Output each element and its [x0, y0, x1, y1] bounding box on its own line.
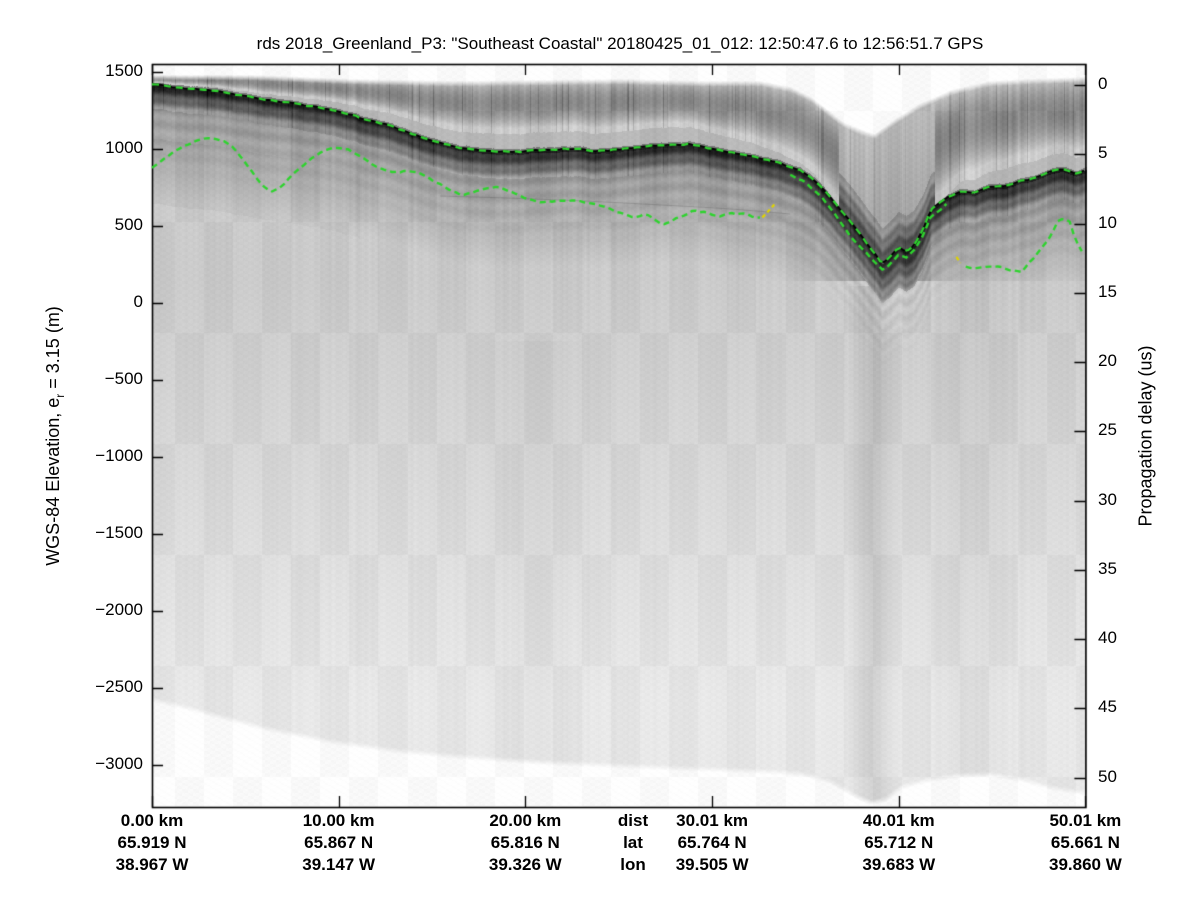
left-axis-tick-label: −1500 — [95, 522, 143, 542]
right-axis-tick-label: 20 — [1098, 351, 1117, 371]
right-axis-tick-label: 25 — [1098, 420, 1117, 440]
bottom-lon-label: 39.505 W — [675, 855, 749, 874]
bottom-lat-label: 65.816 N — [490, 833, 560, 852]
left-axis-label-suffix: = 3.15 (m) — [43, 306, 64, 394]
figure-title: rds 2018_Greenland_P3: "Southeast Coasta… — [256, 34, 984, 53]
left-axis-tick-label: −1000 — [95, 445, 143, 465]
left-axis-tick-label: −2000 — [95, 599, 143, 619]
bottom-legend-lat: lat — [623, 833, 643, 852]
bottom-lon-label: 39.683 W — [862, 855, 936, 874]
left-axis-tick-label: 1000 — [105, 138, 143, 157]
bottom-lon-label: 39.860 W — [1049, 855, 1122, 874]
bottom-dist-label: 20.00 km — [489, 811, 562, 830]
bottom-dist-label: 50.01 km — [1049, 811, 1122, 830]
bottom-dist-label: 10.00 km — [302, 811, 375, 830]
left-axis-tick-label: 0 — [133, 291, 143, 311]
right-axis-tick-label: 5 — [1098, 143, 1108, 163]
left-axis-label: WGS-84 Elevation, er = 3.15 (m) — [43, 306, 67, 566]
bottom-legend-dist: dist — [617, 811, 649, 830]
bottom-lon-label: 39.147 W — [302, 855, 376, 874]
bottom-lat-label: 65.712 N — [864, 833, 934, 852]
bottom-axis-column: 10.00 km 65.867 N 39.147 W — [302, 810, 375, 876]
bottom-legend-lon: lon — [620, 855, 646, 874]
bottom-lat-label: 65.867 N — [304, 833, 374, 852]
left-axis-label-subscript: r — [52, 393, 67, 398]
left-axis-tick-label: −500 — [104, 368, 143, 388]
right-axis-tick-label: 50 — [1098, 766, 1117, 786]
bottom-axis-column: 0.00 km 65.919 N 38.967 W — [116, 810, 189, 876]
bottom-dist-label: 0.00 km — [120, 811, 184, 830]
right-axis-tick-label: 15 — [1098, 281, 1117, 301]
left-axis-label-prefix: WGS-84 Elevation, e — [43, 397, 64, 566]
bottom-lat-label: 65.661 N — [1050, 833, 1120, 852]
bottom-axis-legend-column: dist lat lon — [618, 810, 648, 876]
bottom-axis-column: 50.01 km 65.661 N 39.860 W — [1049, 810, 1122, 876]
bottom-lat-label: 65.764 N — [677, 833, 747, 852]
right-axis-label: Propagation delay (us) — [1135, 345, 1156, 527]
bottom-axis-column: 40.01 km 65.712 N 39.683 W — [862, 810, 935, 876]
bottom-dist-label: 30.01 km — [676, 811, 749, 830]
bottom-dist-label: 40.01 km — [862, 811, 935, 830]
right-axis-tick-label: 10 — [1098, 212, 1117, 232]
left-axis-tick-label: −2500 — [95, 676, 143, 696]
left-axis-tick-label: 1500 — [105, 61, 143, 80]
bottom-lat-label: 65.919 N — [117, 833, 187, 852]
left-axis-tick-label: −3000 — [95, 753, 143, 773]
bottom-lon-label: 38.967 W — [115, 855, 189, 874]
right-axis-tick-label: 40 — [1098, 628, 1117, 647]
bottom-axis-column: 20.00 km 65.816 N 39.326 W — [489, 810, 562, 876]
right-axis-tick-label: 30 — [1098, 489, 1117, 509]
left-axis-tick-label: 500 — [114, 214, 143, 234]
right-axis-tick-label: 0 — [1098, 74, 1108, 94]
bottom-lon-label: 39.326 W — [488, 855, 562, 874]
right-axis-tick-label: 35 — [1098, 558, 1117, 578]
right-axis-tick-label: 45 — [1098, 697, 1117, 717]
bottom-axis-column: 30.01 km 65.764 N 39.505 W — [676, 810, 749, 876]
